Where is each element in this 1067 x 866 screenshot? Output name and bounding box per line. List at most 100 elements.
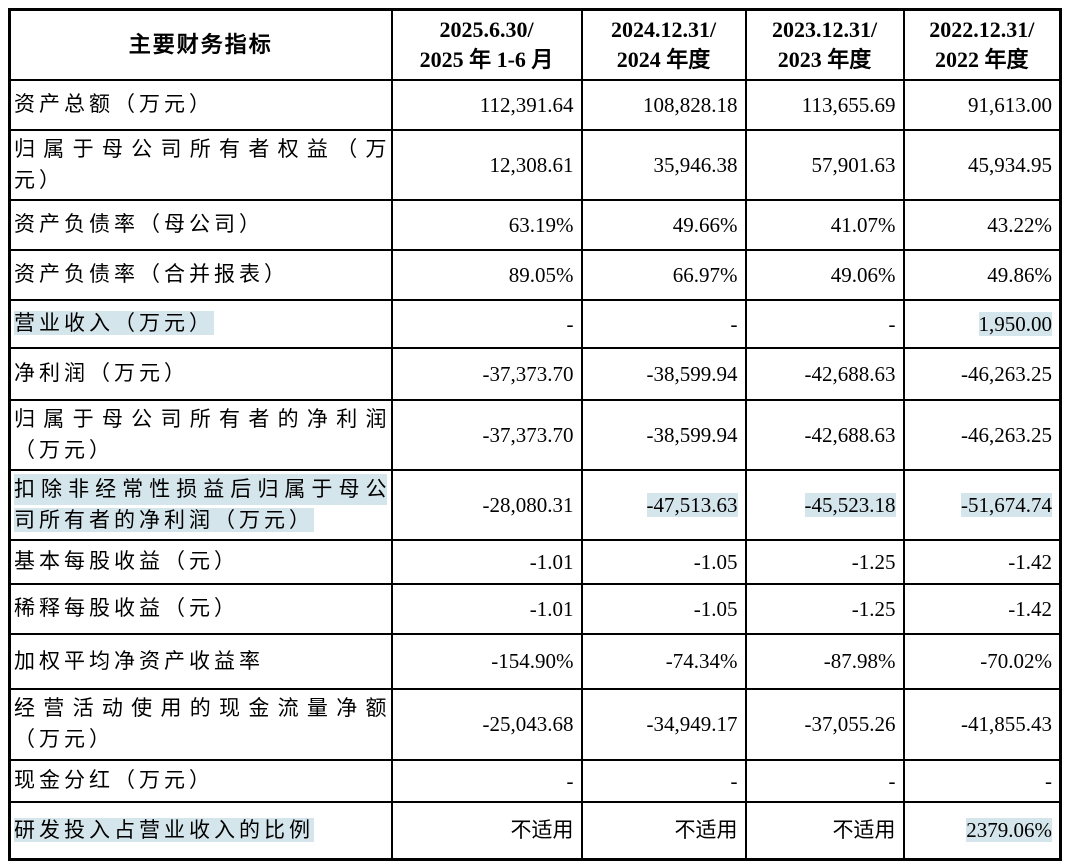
value-text: -47,513.63 bbox=[646, 492, 738, 517]
value-text: -37,373.70 bbox=[482, 361, 574, 386]
indicator-label: 净利润（万元） bbox=[14, 361, 189, 385]
value-text: 43.22% bbox=[987, 212, 1052, 237]
value-cell: -1.01 bbox=[390, 538, 583, 585]
value-cell: -38,599.94 bbox=[580, 398, 747, 471]
indicator-label: 营业收入（万元） bbox=[14, 311, 214, 335]
header-line: 2022 年度 bbox=[934, 46, 1029, 72]
value-cell: 不适用 bbox=[580, 800, 747, 861]
value-text: -74.34% bbox=[665, 649, 738, 673]
value-cell: -1.42 bbox=[902, 582, 1062, 635]
value-cell: -70.02% bbox=[902, 632, 1062, 690]
value-text: -1.42 bbox=[1008, 596, 1052, 621]
indicator-label-line: 扣除非经常性损益后归属于母公 bbox=[14, 473, 387, 505]
indicator-cell: 归属于母公司所有者权益（万 元） bbox=[8, 128, 393, 201]
value-cell: -154.90% bbox=[390, 632, 583, 690]
value-text: - bbox=[730, 311, 738, 336]
indicator-label: 稀释每股收益（元） bbox=[14, 596, 239, 620]
value-text: -38,599.94 bbox=[646, 422, 738, 447]
value-text: - bbox=[1045, 768, 1052, 793]
indicator-cell: 加权平均净资产收益率 bbox=[8, 632, 393, 690]
indicator-cell: 净利润（万元） bbox=[8, 346, 393, 401]
value-text: 不适用 bbox=[832, 818, 896, 843]
value-text: - bbox=[566, 311, 574, 336]
indicator-cell: 稀释每股收益（元） bbox=[8, 582, 393, 635]
value-text: -34,949.17 bbox=[646, 712, 738, 736]
value-cell: -42,688.63 bbox=[744, 346, 905, 401]
indicator-cell: 经营活动使用的现金流量净额 （万元） bbox=[8, 687, 393, 761]
indicator-label: 资产负债率（母公司） bbox=[14, 212, 264, 236]
indicator-cell: 扣除非经常性损益后归属于母公 司所有者的净利润（万元） bbox=[8, 468, 393, 541]
value-text: -45,523.18 bbox=[804, 492, 896, 517]
value-text: 49.06% bbox=[830, 262, 896, 287]
table-row: 资产负债率（合并报表） 89.05% 66.97% 49.06% 49.86% bbox=[8, 248, 1062, 301]
table-row: 加权平均净资产收益率 -154.90% -74.34% -87.98% -70.02% bbox=[8, 632, 1062, 690]
indicator-label-line: 经营活动使用的现金流量净额 bbox=[14, 696, 387, 720]
value-text: -42,688.63 bbox=[804, 422, 896, 447]
value-cell: -47,513.63 bbox=[580, 468, 747, 541]
value-text: 91,613.00 bbox=[968, 92, 1052, 117]
table-row: 净利润（万元） -37,373.70 -38,599.94 -42,688.63 -46… bbox=[8, 346, 1062, 401]
value-text: 66.97% bbox=[672, 262, 738, 287]
table-row: 研发投入占营业收入的比例 不适用 不适用 不适用 2379.06% bbox=[8, 800, 1062, 861]
financial-indicators-table: 主要财务指标 2025.6.30/ 2025 年 1-6 月 2024.12.3… bbox=[8, 8, 1062, 861]
value-cell: -74.34% bbox=[580, 632, 747, 690]
value-cell: 49.66% bbox=[580, 198, 747, 251]
value-cell: -37,373.70 bbox=[390, 398, 583, 471]
header-cell-2025-h1: 2025.6.30/ 2025 年 1-6 月 bbox=[390, 8, 583, 81]
value-text: 1,950.00 bbox=[978, 311, 1052, 336]
value-cell: -1.05 bbox=[580, 582, 747, 635]
indicator-label-line: （万元） bbox=[14, 727, 114, 751]
value-cell: - bbox=[744, 298, 905, 349]
value-text: -25,043.68 bbox=[482, 712, 574, 736]
value-text: -70.02% bbox=[980, 649, 1052, 673]
value-cell: -87.98% bbox=[744, 632, 905, 690]
value-text: 112,391.64 bbox=[479, 92, 574, 117]
value-cell: -1.25 bbox=[744, 582, 905, 635]
header-cell-2023: 2023.12.31/ 2023 年度 bbox=[744, 8, 905, 81]
value-cell: 49.06% bbox=[744, 248, 905, 301]
value-text: -154.90% bbox=[491, 649, 574, 673]
indicator-label: 加权平均净资产收益率 bbox=[14, 648, 264, 673]
value-text: - bbox=[730, 768, 738, 793]
table-row: 基本每股收益（元） -1.01 -1.05 -1.25 -1.42 bbox=[8, 538, 1062, 585]
table-row: 经营活动使用的现金流量净额 （万元） -25,043.68 -34,949.17 -37… bbox=[8, 687, 1062, 761]
value-cell: - bbox=[902, 758, 1062, 803]
indicator-cell: 归属于母公司所有者的净利润 （万元） bbox=[8, 398, 393, 471]
indicator-label-line: 司所有者的净利润（万元） bbox=[14, 507, 314, 532]
header-row: 主要财务指标 2025.6.30/ 2025 年 1-6 月 2024.12.3… bbox=[8, 8, 1062, 81]
value-text: -51,674.74 bbox=[961, 492, 1052, 517]
indicator-cell: 现金分红（万元） bbox=[8, 758, 393, 803]
value-cell: 不适用 bbox=[744, 800, 905, 861]
table-row: 扣除非经常性损益后归属于母公 司所有者的净利润（万元） -28,080.31 -47,… bbox=[8, 468, 1062, 541]
value-text: -46,263.25 bbox=[961, 361, 1052, 386]
indicator-label: 基本每股收益（元） bbox=[14, 549, 239, 573]
value-text: 63.19% bbox=[508, 212, 574, 237]
value-cell: 35,946.38 bbox=[580, 128, 747, 201]
table-row: 归属于母公司所有者的净利润 （万元） -37,373.70 -38,599.94 -42… bbox=[8, 398, 1062, 471]
value-cell: -38,599.94 bbox=[580, 346, 747, 401]
value-text: 35,946.38 bbox=[653, 152, 738, 177]
header-line: 2025.6.30/ bbox=[439, 16, 534, 42]
indicator-label: 研发投入占营业收入的比例 bbox=[14, 817, 314, 842]
value-cell: -1.05 bbox=[580, 538, 747, 585]
value-text: -46,263.25 bbox=[961, 422, 1052, 447]
value-text: 108,828.18 bbox=[643, 92, 738, 117]
value-cell: 49.86% bbox=[902, 248, 1062, 301]
value-cell: - bbox=[744, 758, 905, 803]
value-cell: -51,674.74 bbox=[902, 468, 1062, 541]
value-cell: -1.25 bbox=[744, 538, 905, 585]
value-text: 49.66% bbox=[672, 212, 738, 237]
indicator-label-line: （万元） bbox=[14, 437, 114, 462]
table-row: 现金分红（万元） - - - - bbox=[8, 758, 1062, 803]
value-cell: 2379.06% bbox=[902, 800, 1062, 861]
table-row: 营业收入（万元） - - - 1,950.00 bbox=[8, 298, 1062, 349]
value-text: - bbox=[888, 311, 896, 336]
value-text: - bbox=[566, 768, 574, 793]
value-text: -1.01 bbox=[529, 549, 574, 574]
header-line: 2024 年度 bbox=[616, 46, 711, 72]
value-text: -41,855.43 bbox=[961, 712, 1052, 736]
indicator-label: 现金分红（万元） bbox=[14, 768, 214, 792]
value-cell: 1,950.00 bbox=[902, 298, 1062, 349]
table-row: 稀释每股收益（元） -1.01 -1.05 -1.25 -1.42 bbox=[8, 582, 1062, 635]
